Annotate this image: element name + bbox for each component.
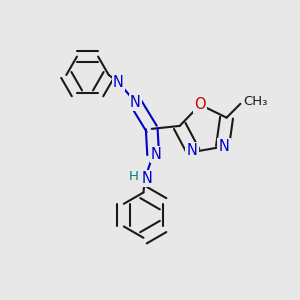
Text: N: N: [142, 171, 153, 186]
Text: N: N: [151, 147, 162, 162]
Text: O: O: [194, 97, 206, 112]
Text: N: N: [130, 95, 141, 110]
Text: CH₃: CH₃: [243, 95, 267, 108]
Text: N: N: [187, 143, 197, 158]
Text: H: H: [129, 170, 139, 183]
Text: N: N: [218, 139, 230, 154]
Text: N: N: [113, 75, 124, 90]
